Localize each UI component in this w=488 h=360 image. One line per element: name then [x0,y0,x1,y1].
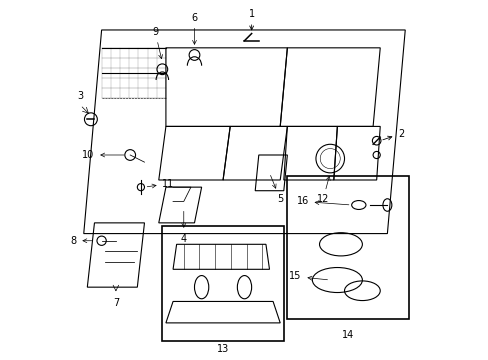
Text: 2: 2 [382,129,404,140]
Text: 6: 6 [191,13,197,44]
Text: 10: 10 [82,150,123,160]
Text: 12: 12 [316,176,329,204]
Text: 7: 7 [113,298,119,308]
Text: 8: 8 [70,236,92,246]
Text: 15: 15 [289,271,327,282]
Text: 13: 13 [217,344,229,354]
Text: 16: 16 [296,197,348,206]
Text: 1: 1 [248,9,254,30]
Text: 9: 9 [152,27,162,59]
Text: 5: 5 [270,175,283,204]
Text: 11: 11 [147,179,174,189]
Text: 3: 3 [77,91,83,102]
Text: 14: 14 [341,330,353,340]
Text: 4: 4 [181,211,186,244]
